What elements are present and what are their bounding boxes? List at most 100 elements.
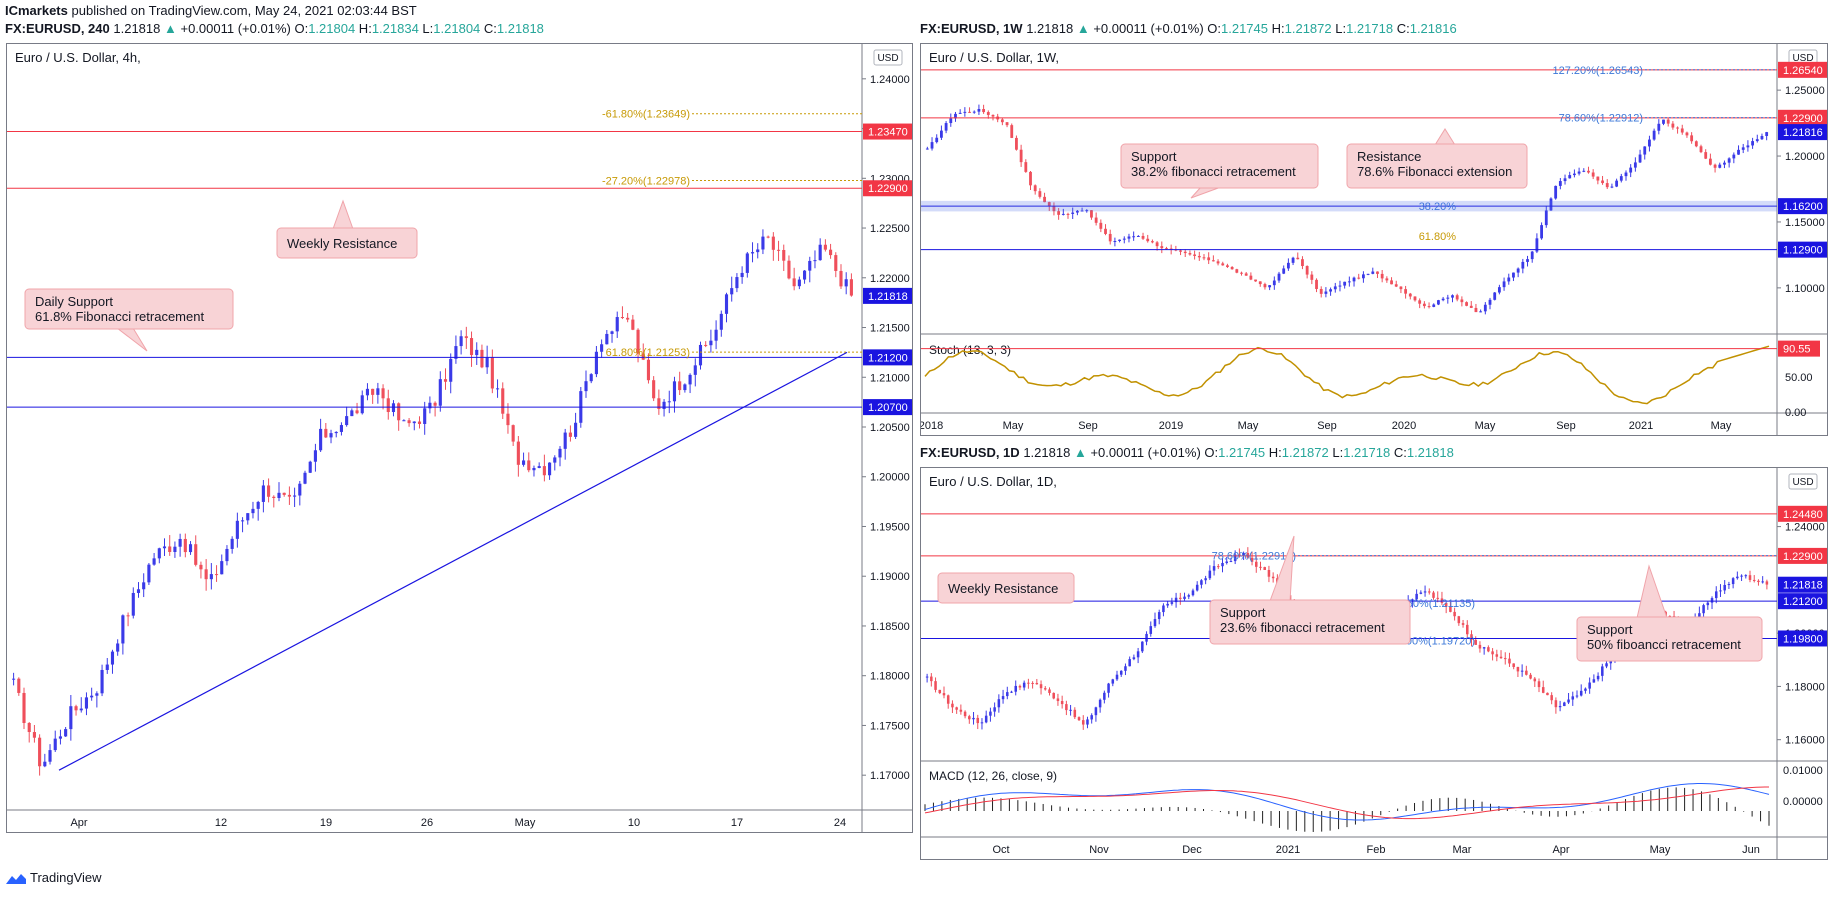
stoch-value-badge [1778,340,1820,357]
macd-tick-label: 0.01000 [1783,765,1823,777]
candle-body [1751,141,1754,146]
candle-body [433,402,437,406]
weekly-support-callout-text: Support [1131,149,1177,164]
price-level-label: 1.21200 [868,352,908,364]
daily-chart-panel[interactable]: Euro / U.S. Dollar, 1D,USD1.240001.20000… [920,467,1828,860]
candle-body [1457,616,1461,624]
candle-body [1516,268,1520,273]
candle-body [1423,591,1427,593]
candle-body [308,461,312,473]
candle-body [1019,149,1023,163]
candle-body [771,236,775,250]
tradingview-branding[interactable]: TradingView [6,870,102,885]
time-tick-label: 2019 [1159,420,1183,432]
candle-body [1061,213,1065,215]
weekly-chart-panel[interactable]: Euro / U.S. Dollar, 1W, USD 1.25000 1.20000… [920,43,1828,436]
candle-body [334,431,338,434]
left-open: 1.21804 [308,21,356,36]
candle-body [1727,584,1731,586]
price-tick-label: 1.17500 [870,720,910,732]
candle-body [537,466,541,468]
candle-body [1765,581,1769,585]
candle-body [1329,289,1332,292]
weekly-chart-svg[interactable]: Euro / U.S. Dollar, 1W, USD 1.25000 1.20000… [921,44,1828,436]
candle-body [1740,575,1743,577]
candle-body [1141,641,1144,652]
candle-body [345,416,349,426]
candle-body [735,277,739,289]
candle-body [1338,285,1342,287]
candle-body [993,707,996,712]
candle-body [553,457,557,463]
candle-body [1573,173,1576,176]
candle-body [963,711,967,717]
time-tick-label: Oct [992,844,1009,856]
candle-body [1357,277,1361,279]
time-tick-label: Nov [1089,844,1109,856]
chart-title: Euro / U.S. Dollar, 1D, [929,474,1057,489]
candle-body [1160,246,1164,249]
candle-body [1549,198,1553,211]
candle-body [1404,289,1408,294]
candle-body [1533,678,1537,682]
left-chart-svg[interactable]: Euro / U.S. Dollar, 4h,USD1.240001.23500… [7,44,913,833]
candle-body [1024,162,1028,172]
price-level-label: 1.22900 [1783,113,1823,125]
candle-body [589,374,593,382]
candle-body [1453,611,1456,617]
daily-chart-svg[interactable]: Euro / U.S. Dollar, 1D,USD1.240001.20000… [921,468,1828,860]
price-tick-label: 1.20000 [870,472,910,484]
trendline [58,351,848,771]
candle-body [1249,275,1253,280]
candle-body [1075,210,1079,213]
candle-body [1550,695,1553,701]
candle-body [1272,280,1276,286]
currency-badge [1788,473,1818,490]
candle-body [594,351,598,375]
candle-body [1652,130,1656,140]
candle-body [43,761,47,767]
fib-level-label: 61.80% [1419,231,1457,243]
candle-body [1446,297,1450,299]
candle-body [1507,277,1511,282]
fib-level-label: 127.20%(1.26543) [1552,65,1643,77]
weekly-resistance-callout-box [276,227,418,259]
candle-body [1195,584,1199,591]
candle-body [1418,300,1422,304]
candle-body [38,737,42,767]
candle-body [313,450,317,462]
time-tick-label: Sep [1556,420,1576,432]
candle-body [984,715,988,723]
candle-body [745,253,749,273]
candle-body [1699,146,1703,153]
candle-body [1221,263,1225,266]
candle-body [1052,692,1055,699]
candle-body [1035,682,1039,685]
left-chart-panel[interactable]: Euro / U.S. Dollar, 4h,USD1.240001.23500… [6,43,913,833]
candle-body [1680,128,1684,133]
candle-body [1643,146,1647,155]
candle-body [1038,191,1042,197]
candle-body [1057,211,1061,215]
candle-body [1010,691,1013,693]
daily-symbol: FX:EURUSD, 1D [920,445,1020,460]
time-tick-label: Sep [1078,420,1098,432]
candle-body [183,538,187,553]
candle-body [1731,578,1735,585]
candle-body [972,111,976,113]
candle-body [657,398,661,410]
candle-body [1479,311,1483,313]
up-triangle-icon: ▲ [164,21,177,36]
price-level-badge [1778,505,1827,522]
candle-body [641,353,645,360]
candle-body [329,433,333,438]
price-tick-label: 1.17000 [870,770,910,782]
publish-author[interactable]: ICmarkets [5,3,68,18]
price-tick-label: 1.18000 [870,671,910,683]
daily-support-23-callout-box [1209,599,1411,645]
publish-info: ICmarkets published on TradingView.com, … [5,3,417,18]
candle-body [438,379,442,406]
price-level-badge [1778,198,1827,215]
candle-body [1390,280,1393,285]
candle-body [959,709,963,712]
